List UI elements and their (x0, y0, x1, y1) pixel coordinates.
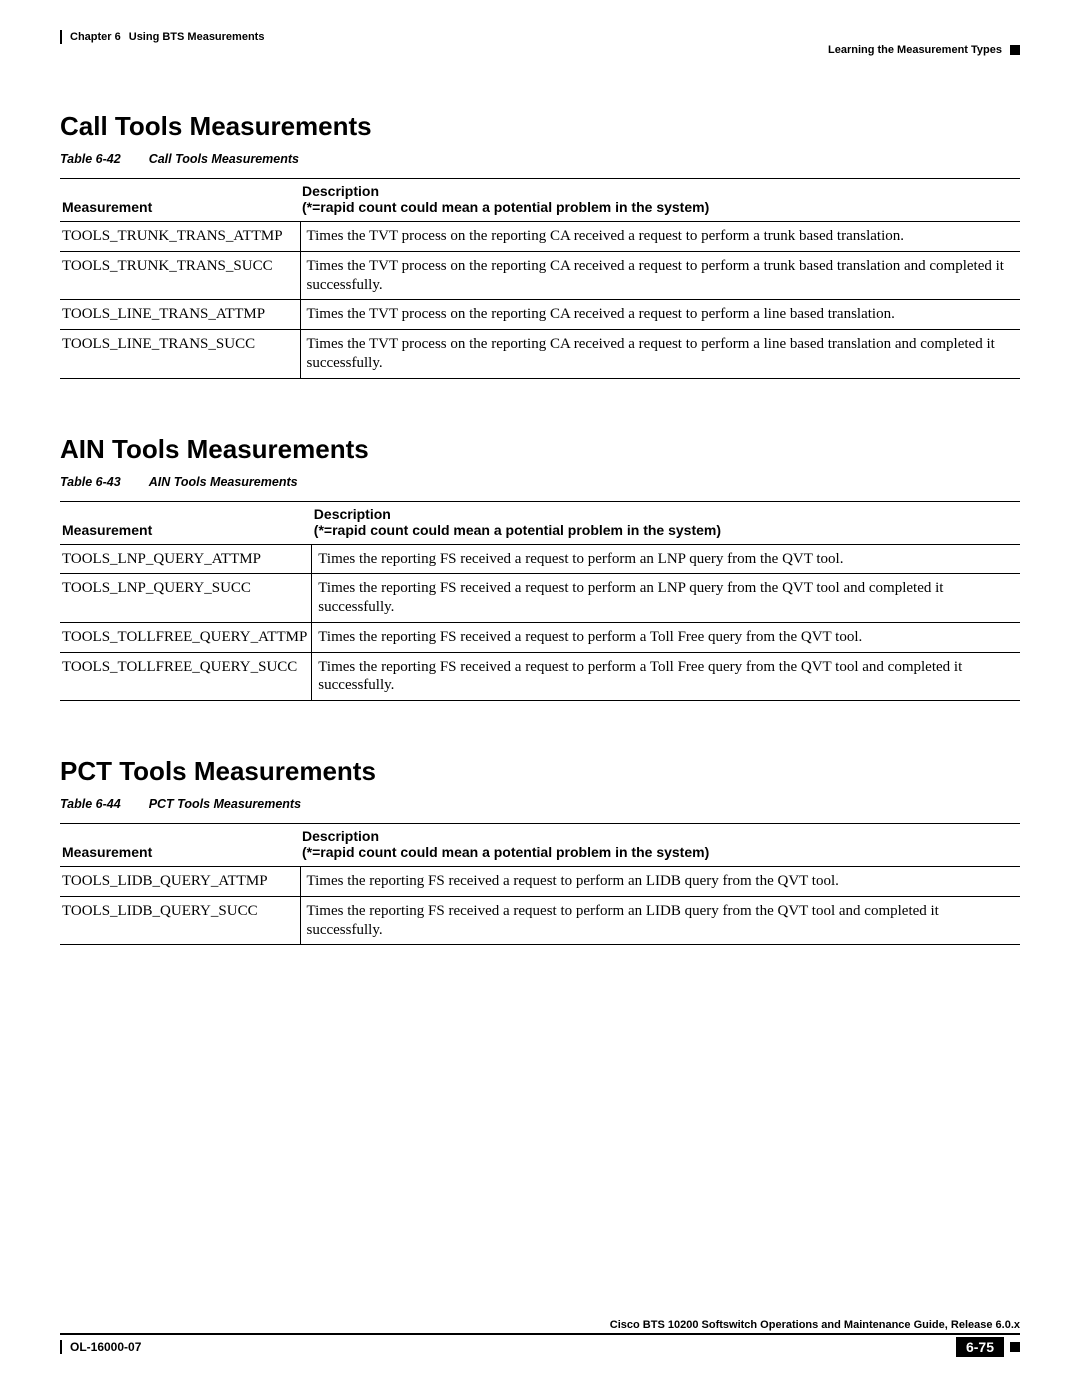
running-header: Chapter 6 Using BTS Measurements Learnin… (60, 30, 1020, 56)
col-header-measurement: Measurement (60, 501, 312, 544)
measurement-description: Times the reporting FS received a reques… (300, 896, 1020, 945)
page-number: 6-75 (956, 1337, 1004, 1357)
page-container: Chapter 6 Using BTS Measurements Learnin… (0, 0, 1080, 1397)
measurement-description: Times the TVT process on the reporting C… (300, 222, 1020, 252)
measurement-description: Times the reporting FS received a reques… (312, 574, 1020, 623)
section-right: Learning the Measurement Types (828, 44, 1002, 56)
table-label: Table 6-42 (60, 152, 121, 166)
table-row: TOOLS_LIDB_QUERY_ATTMPTimes the reportin… (60, 867, 1020, 897)
page-footer: Cisco BTS 10200 Softswitch Operations an… (60, 1319, 1020, 1357)
measurement-name: TOOLS_LINE_TRANS_SUCC (60, 330, 300, 379)
measurement-table: MeasurementDescription(*=rapid count cou… (60, 823, 1020, 945)
measurement-name: TOOLS_LNP_QUERY_SUCC (60, 574, 312, 623)
measurement-name: TOOLS_LIDB_QUERY_SUCC (60, 896, 300, 945)
measurement-name: TOOLS_LNP_QUERY_ATTMP (60, 544, 312, 574)
footer-doc-id: OL-16000-07 (70, 1340, 141, 1354)
measurement-description: Times the TVT process on the reporting C… (300, 251, 1020, 300)
header-right: Learning the Measurement Types (828, 44, 1020, 56)
table-caption: Table 6-44 PCT Tools Measurements (60, 797, 1020, 811)
footer-square-icon (1010, 1342, 1020, 1352)
header-square-icon (1010, 45, 1020, 55)
col-header-measurement: Measurement (60, 824, 300, 867)
measurement-table: MeasurementDescription(*=rapid count cou… (60, 178, 1020, 379)
table-caption: Table 6-43 AIN Tools Measurements (60, 475, 1020, 489)
col-header-description: Description(*=rapid count could mean a p… (312, 501, 1020, 544)
measurement-name: TOOLS_TOLLFREE_QUERY_SUCC (60, 652, 312, 701)
measurement-name: TOOLS_LINE_TRANS_ATTMP (60, 300, 300, 330)
footer-right: 6-75 (956, 1337, 1020, 1357)
table-label: Table 6-43 (60, 475, 121, 489)
measurement-description: Times the TVT process on the reporting C… (300, 300, 1020, 330)
measurement-name: TOOLS_TRUNK_TRANS_SUCC (60, 251, 300, 300)
header-bar-icon (60, 30, 62, 44)
section-heading: PCT Tools Measurements (60, 756, 1020, 787)
measurement-description: Times the reporting FS received a reques… (312, 652, 1020, 701)
measurement-name: TOOLS_TOLLFREE_QUERY_ATTMP (60, 622, 312, 652)
table-row: TOOLS_TRUNK_TRANS_ATTMPTimes the TVT pro… (60, 222, 1020, 252)
table-row: TOOLS_LNP_QUERY_SUCCTimes the reporting … (60, 574, 1020, 623)
chapter-label: Chapter 6 (70, 31, 121, 43)
table-row: TOOLS_TOLLFREE_QUERY_SUCCTimes the repor… (60, 652, 1020, 701)
measurement-description: Times the reporting FS received a reques… (312, 622, 1020, 652)
table-row: TOOLS_LIDB_QUERY_SUCCTimes the reporting… (60, 896, 1020, 945)
table-title: PCT Tools Measurements (149, 797, 301, 811)
table-row: TOOLS_TOLLFREE_QUERY_ATTMPTimes the repo… (60, 622, 1020, 652)
table-row: TOOLS_LINE_TRANS_ATTMPTimes the TVT proc… (60, 300, 1020, 330)
measurement-description: Times the TVT process on the reporting C… (300, 330, 1020, 379)
section-heading: Call Tools Measurements (60, 111, 1020, 142)
col-header-measurement: Measurement (60, 179, 300, 222)
measurement-description: Times the reporting FS received a reques… (300, 867, 1020, 897)
measurement-description: Times the reporting FS received a reques… (312, 544, 1020, 574)
footer-guide-title: Cisco BTS 10200 Softswitch Operations an… (60, 1319, 1020, 1335)
measurement-table: MeasurementDescription(*=rapid count cou… (60, 501, 1020, 702)
table-label: Table 6-44 (60, 797, 121, 811)
header-left: Chapter 6 Using BTS Measurements (60, 30, 264, 44)
col-header-description: Description(*=rapid count could mean a p… (300, 824, 1020, 867)
table-title: Call Tools Measurements (149, 152, 299, 166)
table-title: AIN Tools Measurements (149, 475, 298, 489)
footer-bar-icon (60, 1340, 62, 1354)
section-heading: AIN Tools Measurements (60, 434, 1020, 465)
table-row: TOOLS_LINE_TRANS_SUCCTimes the TVT proce… (60, 330, 1020, 379)
measurement-name: TOOLS_TRUNK_TRANS_ATTMP (60, 222, 300, 252)
chapter-title: Using BTS Measurements (129, 31, 265, 43)
footer-left: OL-16000-07 (60, 1340, 141, 1354)
table-row: TOOLS_LNP_QUERY_ATTMPTimes the reporting… (60, 544, 1020, 574)
table-caption: Table 6-42 Call Tools Measurements (60, 152, 1020, 166)
col-header-description: Description(*=rapid count could mean a p… (300, 179, 1020, 222)
table-row: TOOLS_TRUNK_TRANS_SUCCTimes the TVT proc… (60, 251, 1020, 300)
measurement-name: TOOLS_LIDB_QUERY_ATTMP (60, 867, 300, 897)
